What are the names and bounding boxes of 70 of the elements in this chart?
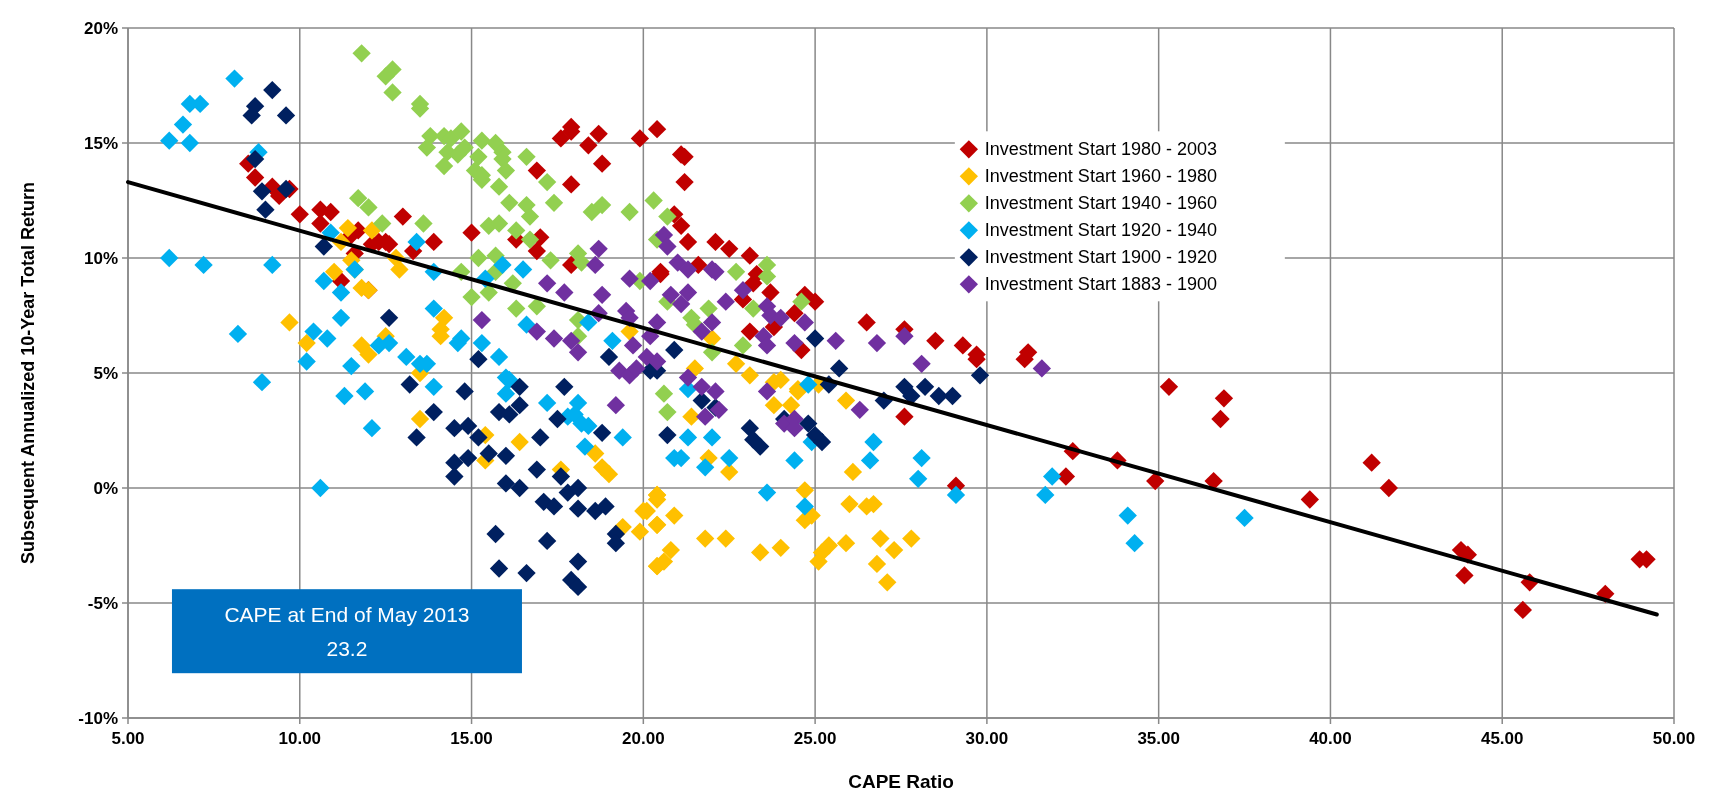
x-tick-label: 40.00 [1309, 729, 1352, 748]
point [895, 327, 914, 346]
y-tick-label: 5% [93, 364, 118, 383]
y-tick-label: -10% [78, 709, 118, 728]
x-tick-label: 35.00 [1137, 729, 1180, 748]
legend-label: Investment Start 1900 - 1920 [984, 247, 1217, 268]
point [867, 333, 887, 353]
legend-label: Investment Start 1883 - 1900 [984, 274, 1217, 295]
x-tick-label: 15.00 [450, 729, 493, 748]
legend-label: Investment Start 1960 - 1980 [984, 166, 1217, 187]
point [472, 310, 492, 330]
point [647, 352, 667, 371]
point [826, 331, 845, 350]
point [1032, 359, 1052, 378]
x-axis-title: CAPE Ratio [848, 771, 954, 792]
point [696, 407, 715, 426]
point [658, 237, 677, 256]
y-tick-label: 20% [83, 19, 118, 38]
legend-label: Investment Start 1940 - 1960 [984, 193, 1217, 214]
point [668, 253, 687, 272]
y-axis-title: Subsequent Annualized 10-Year Total Return [18, 181, 38, 565]
point [661, 285, 680, 304]
point [641, 271, 660, 291]
point [678, 368, 698, 387]
legend-label: Investment Start 1920 - 1940 [984, 220, 1217, 241]
point [850, 400, 869, 419]
point [586, 255, 605, 275]
point [671, 294, 691, 314]
point [678, 283, 698, 302]
point [785, 333, 804, 353]
point [706, 382, 725, 401]
y-tick-label: 10% [83, 249, 118, 268]
point [527, 322, 546, 341]
point [692, 377, 711, 396]
x-tick-label: 10.00 [278, 729, 322, 748]
point [709, 400, 729, 419]
point [678, 260, 698, 279]
x-tick-label: 30.00 [965, 729, 1009, 748]
y-tick-label: 15% [83, 134, 118, 153]
y-tick-label: -5% [87, 594, 118, 613]
point [733, 281, 753, 300]
point [568, 343, 588, 362]
annotation: CAPE at End of May 2013 23.2 [224, 603, 470, 661]
point [589, 239, 608, 258]
y-tick-label: 0% [93, 479, 118, 498]
point [654, 225, 674, 245]
point [647, 313, 667, 332]
point [627, 359, 646, 378]
point [606, 396, 626, 415]
point [757, 382, 777, 401]
point [562, 331, 581, 350]
legend-label: Investment Start 1980 - 2003 [984, 139, 1217, 160]
point [537, 274, 557, 293]
x-tick-label: 45.00 [1480, 729, 1524, 748]
point [623, 336, 643, 355]
point [692, 322, 711, 341]
point [757, 336, 777, 355]
point [620, 269, 639, 288]
point [716, 292, 735, 311]
x-tick-label: 20.00 [622, 729, 665, 748]
point [912, 354, 931, 373]
text-box: CAPE at End of May 2013 23.2 [171, 589, 522, 674]
point [592, 285, 612, 304]
point [555, 283, 574, 302]
x-tick-label: 50.00 [1652, 729, 1696, 748]
point [795, 313, 814, 332]
point [702, 313, 722, 332]
x-tick-label: 5.00 [111, 729, 145, 748]
x-tick-label: 25.00 [793, 729, 837, 748]
point [544, 329, 564, 348]
